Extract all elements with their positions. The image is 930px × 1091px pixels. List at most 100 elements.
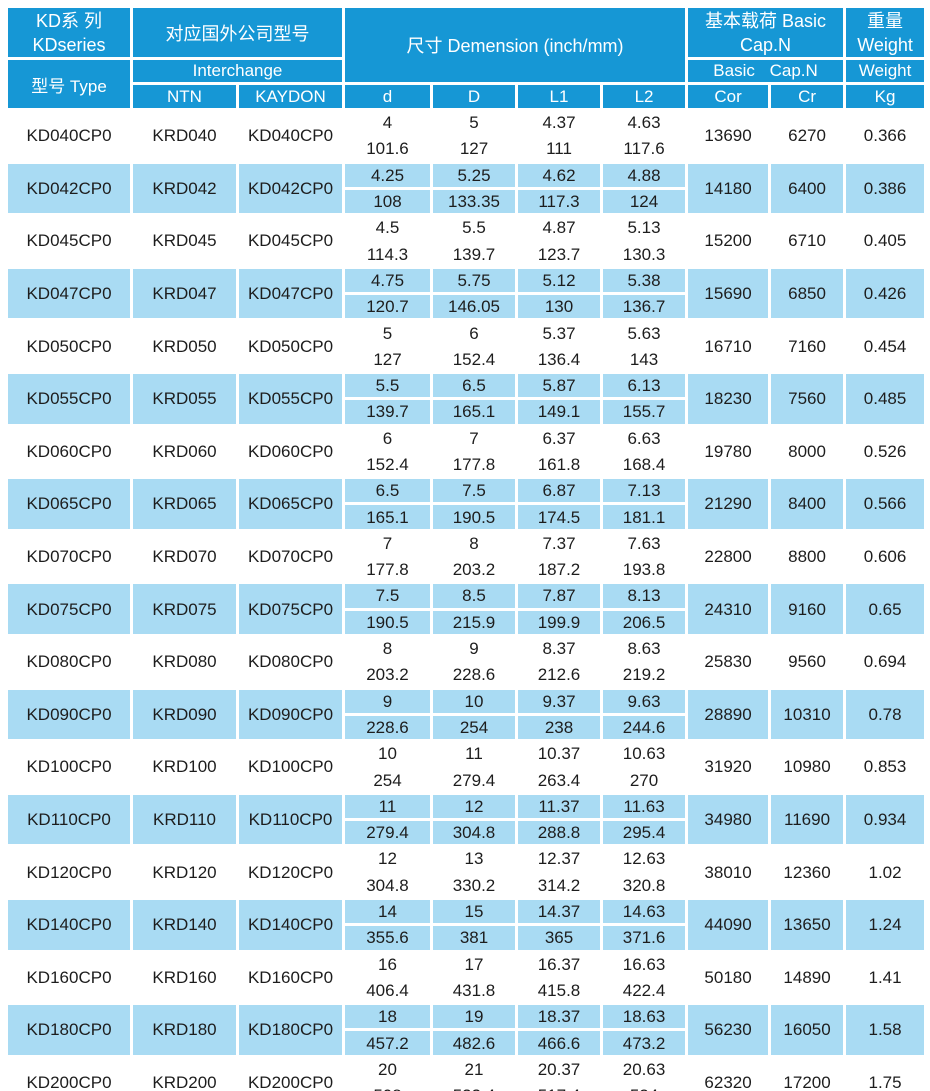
cell-L2-inch: 8.63	[627, 639, 661, 659]
cell-L1-mm: 161.8	[537, 455, 581, 474]
cell-cor: 28890	[688, 689, 769, 740]
cell-type: KD160CP0	[26, 967, 112, 987]
cell-cor: 22800	[704, 547, 752, 567]
cell-ntn: KRD047	[133, 268, 236, 319]
cell-L2-mm: 124	[603, 189, 686, 214]
cell-cor: 13690	[704, 126, 752, 146]
cell-L2-inch: 12.63	[622, 849, 666, 869]
table-row: KD075CP0 KRD075 KD075CP0 7.5 8.5 7.87 8.…	[8, 584, 925, 634]
cell-type: KD045CP0	[26, 231, 112, 251]
cell-L1-mm: 365	[518, 926, 600, 950]
cell-kaydon: KD140CP0	[239, 899, 342, 950]
header-row-1: KD系 列 KDseries 对应国外公司型号 尺寸 Demension (in…	[8, 8, 925, 82]
cell-kg: 0.78	[846, 689, 925, 740]
cell-L1-inch: 5.12	[518, 268, 600, 293]
cell-D-inch: 5.75	[433, 268, 515, 293]
cell-d-inch: 9	[345, 689, 430, 713]
header-type: 型号 Type	[8, 60, 130, 108]
table-row: KD180CP0 KRD180 KD180CP0 18 19 18.37 18.…	[8, 1005, 925, 1055]
cell-kaydon: KD110CP0	[239, 794, 342, 845]
table-body: KD040CP0 KRD040 KD040CP0 4 5 4.37 4.63 1…	[8, 111, 925, 1091]
cell-L2-mm: 193.8	[622, 560, 666, 580]
cell-cor: 31920	[704, 757, 752, 777]
cell-cr: 8400	[771, 479, 844, 529]
cell-d-mm: 120.7	[345, 295, 430, 319]
cell-cr: 17200	[783, 1072, 831, 1091]
cell-kg: 1.58	[846, 1005, 925, 1055]
cell-d-mm: 508	[345, 1084, 430, 1091]
cell-D-inch: 5.5	[462, 218, 486, 238]
cell-ntn: KRD070	[152, 547, 217, 567]
cell-kaydon: KD050CP0	[247, 336, 334, 356]
table-row: KD070CP0 KRD070 KD070CP0 7 8 7.37 7.63 2…	[8, 532, 924, 565]
cell-d-mm: 228.6	[345, 715, 430, 740]
cell-D-inch: 10	[433, 689, 515, 713]
bearing-spec-table: KD系 列 KDseries 对应国外公司型号 尺寸 Demension (in…	[5, 5, 927, 1091]
cell-type: KD080CP0	[26, 652, 112, 672]
cell-D-mm: 304.8	[433, 821, 515, 845]
header-interchange-cn: 对应国外公司型号	[133, 8, 342, 57]
cell-d-inch: 18	[345, 1005, 430, 1029]
cell-L2-mm: 244.6	[603, 715, 686, 740]
header-kd-series: KD系 列 KDseries	[8, 8, 130, 57]
cell-D-inch: 11	[465, 744, 483, 764]
cell-L2-inch: 20.63	[622, 1059, 666, 1079]
table-row-mm: 127 152.4 136.4 143	[8, 348, 924, 371]
cell-d-mm: 101.6	[366, 139, 409, 159]
header-ntn: NTN	[133, 85, 236, 108]
cell-d-mm: 127	[373, 349, 402, 369]
header-kd-series-cn: KD系 列	[35, 10, 102, 31]
cell-kg: 0.426	[846, 268, 925, 319]
cell-L1-mm: 123.7	[537, 244, 581, 264]
cell-L2-mm: 117.6	[623, 139, 665, 159]
cell-D-mm: 190.5	[433, 505, 515, 529]
table-row: KD100CP0 KRD100 KD100CP0 10 11 10.37 10.…	[8, 742, 924, 775]
table-row-mm: 139.7 165.1 149.1 155.7	[8, 400, 924, 424]
cell-ntn: KRD180	[133, 1005, 236, 1055]
cell-ntn: KRD160	[152, 967, 217, 987]
cell-cor: 50180	[704, 967, 752, 987]
cell-L2-mm: 136.7	[603, 295, 686, 319]
cell-L2-inch: 4.88	[603, 163, 686, 187]
cell-d-mm: 254	[373, 770, 402, 790]
table-row-mm: 177.8 203.2 187.2 193.8	[8, 558, 924, 581]
cell-L1-inch: 4.62	[518, 163, 600, 187]
cell-L1-mm: 517.4	[518, 1084, 600, 1091]
cell-L2-inch: 16.63	[622, 954, 666, 974]
cell-L1-inch: 20.37	[537, 1059, 581, 1079]
cell-d-inch: 5	[382, 323, 393, 343]
cell-d-inch: 20	[378, 1059, 397, 1079]
cell-kaydon: KD040CP0	[247, 126, 334, 146]
cell-cor: 14180	[688, 163, 769, 214]
cell-d-inch: 4	[382, 113, 393, 133]
cell-D-mm: 533.4	[433, 1084, 515, 1091]
header-col-cor: Cor	[688, 85, 769, 108]
cell-kaydon: KD100CP0	[247, 757, 334, 777]
cell-L1-inch: 12.37	[537, 849, 581, 869]
cell-L2-inch: 7.63	[627, 533, 661, 553]
cell-D-inch: 7	[469, 428, 479, 448]
table-row-mm: 203.2 228.6 212.6 219.2	[8, 663, 924, 686]
cell-kaydon: KD090CP0	[239, 689, 342, 740]
cell-L2-inch: 7.13	[603, 479, 686, 503]
cell-d-inch: 4.75	[345, 268, 430, 293]
cell-type: KD055CP0	[8, 373, 130, 424]
cell-L1-mm: 149.1	[518, 400, 600, 424]
cell-d-mm: 152.4	[366, 455, 409, 474]
cell-L1-inch: 10.37	[537, 744, 581, 764]
cell-d-mm: 114.3	[366, 244, 409, 264]
cell-type: KD047CP0	[8, 268, 130, 319]
header-kd-series-en: KDseries	[32, 34, 106, 55]
header-row-3: NTN KAYDON d D L1 L2 Cor Cr Kg	[8, 85, 925, 108]
header-col-L2: L2	[603, 85, 686, 108]
cell-cor: 34980	[688, 794, 769, 845]
cell-L1-mm: 136.4	[537, 349, 581, 369]
cell-D-mm: 139.7	[452, 244, 496, 264]
cell-ntn: KRD045	[152, 231, 217, 251]
header-col-kg: Kg	[846, 85, 925, 108]
cell-cr: 16050	[771, 1005, 844, 1055]
cell-D-inch: 6	[469, 323, 479, 343]
table-row-mm: 165.1 190.5 174.5 181.1	[8, 505, 924, 529]
cell-kaydon: KD055CP0	[239, 373, 342, 424]
